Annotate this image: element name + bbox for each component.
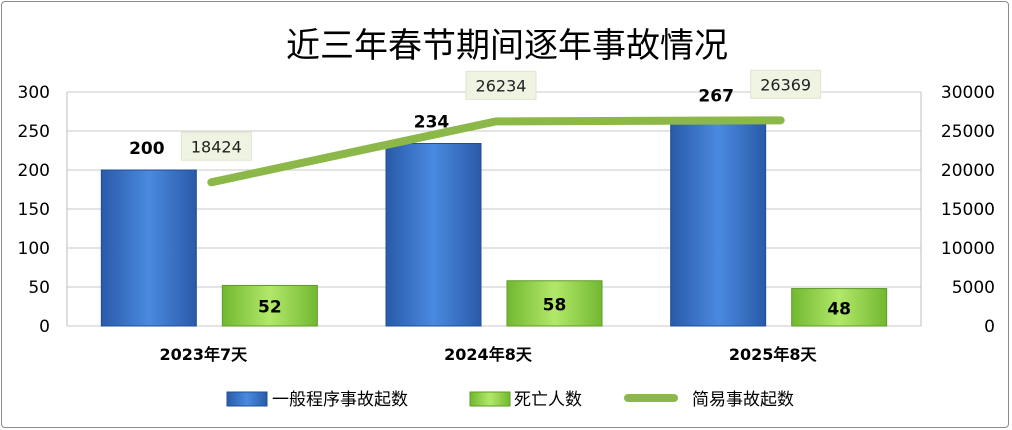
chart-title: 近三年春节期间逐年事故情况 <box>286 26 728 66</box>
legend: 一般程序事故起数 死亡人数 简易事故起数 <box>226 390 794 410</box>
bar-deaths <box>506 280 603 327</box>
x-tick-label: 2023年7天 <box>159 345 248 364</box>
legend-label-deaths: 死亡人数 <box>514 390 582 410</box>
y-tick-label: 100 <box>18 239 50 259</box>
y2-tick-label: 20000 <box>941 161 995 181</box>
y2-tick-label: 0 <box>984 317 995 337</box>
line-series <box>207 116 785 187</box>
data-label-box-simple-accidents <box>180 131 252 161</box>
data-label-simple-accidents: 18424 <box>191 137 242 156</box>
bar-general-accidents <box>670 117 767 327</box>
legend-label-general-accidents: 一般程序事故起数 <box>272 390 408 410</box>
y2-tick-label: 5000 <box>952 278 995 298</box>
grid <box>66 91 922 327</box>
x-axis-categories: 2023年7天 2024年8天 2025年8天 <box>159 345 817 364</box>
data-label-general-accidents: 200 <box>129 139 165 159</box>
bar-deaths <box>791 288 888 327</box>
data-label-simple-accidents: 26234 <box>476 76 527 95</box>
y-tick-label: 0 <box>39 317 50 337</box>
y2-tick-label: 30000 <box>941 83 995 103</box>
line-simple-accidents <box>207 116 785 187</box>
data-label-simple-accidents: 26369 <box>760 75 811 94</box>
y-axis-left: 0 50 100 150 200 250 300 <box>18 83 50 337</box>
data-label-deaths: 52 <box>258 298 282 318</box>
x-tick-label: 2025年8天 <box>729 345 818 364</box>
y-tick-label: 300 <box>18 83 50 103</box>
legend-swatch-deaths <box>469 391 511 407</box>
data-label-box-simple-accidents <box>465 70 537 100</box>
bar-general-accidents <box>100 169 197 327</box>
y2-tick-label: 15000 <box>941 200 995 220</box>
y2-tick-label: 10000 <box>941 239 995 259</box>
y-tick-label: 50 <box>28 278 50 298</box>
legend-swatch-general-accidents <box>226 391 268 407</box>
x-tick-label: 2024年8天 <box>444 345 533 364</box>
bars <box>100 117 888 327</box>
data-label-deaths: 58 <box>543 295 567 315</box>
y-tick-label: 150 <box>18 200 50 220</box>
data-label-general-accidents: 267 <box>698 87 734 107</box>
data-label-general-accidents: 234 <box>414 112 450 132</box>
legend-label-simple-accidents: 简易事故起数 <box>692 390 794 410</box>
data-labels: 200 52 234 58 267 48 18424 26234 26369 <box>129 69 851 319</box>
y-tick-label: 200 <box>18 161 50 181</box>
y-axis-right: 0 5000 10000 15000 20000 25000 30000 <box>941 83 995 337</box>
bar-general-accidents <box>385 142 482 327</box>
data-label-box-simple-accidents <box>750 69 822 99</box>
y2-tick-label: 25000 <box>941 122 995 142</box>
bar-deaths <box>221 284 318 327</box>
y-tick-label: 250 <box>18 122 50 142</box>
data-label-deaths: 48 <box>827 299 851 319</box>
